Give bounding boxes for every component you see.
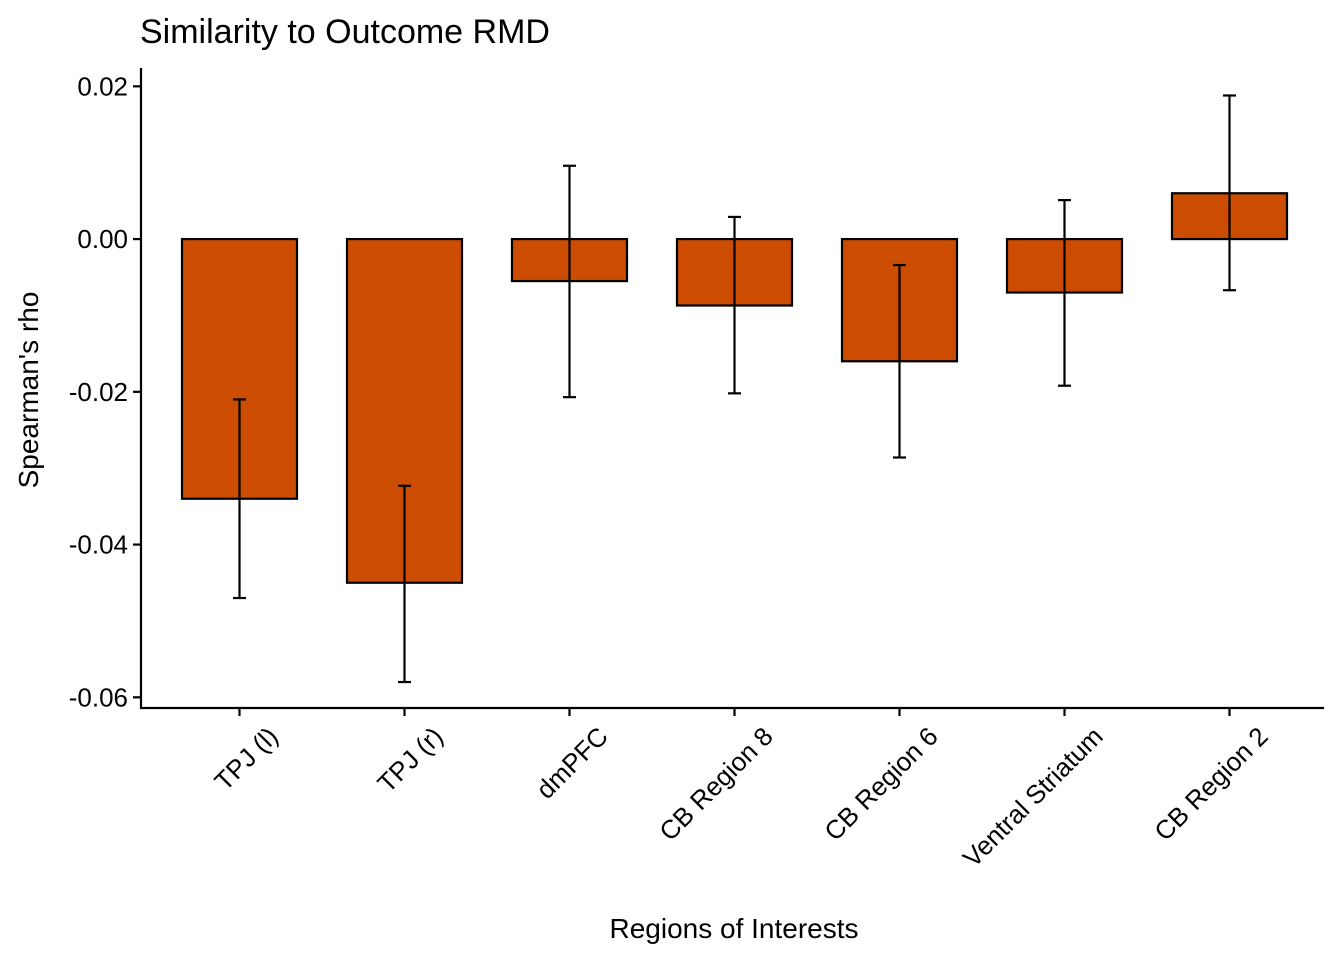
y-tick-label-4: 0.02 — [77, 71, 128, 101]
y-axis-title: Spearman's rho — [13, 292, 44, 489]
x-tick-label-1: TPJ (r) — [371, 721, 448, 798]
x-tick-label-5: Ventral Striatum — [957, 721, 1109, 873]
plot-area: -0.06 -0.04 -0.02 0.00 0.02 TPJ (l) TPJ (r) dmP… — [69, 68, 1324, 873]
y-tick-label-0: -0.06 — [69, 682, 128, 712]
x-tick-label-3: CB Region 8 — [653, 721, 778, 846]
x-tick-label-4: CB Region 6 — [818, 721, 943, 846]
y-tick-label-3: 0.00 — [77, 224, 128, 254]
x-tick-label-0: TPJ (l) — [208, 721, 283, 796]
chart-title: Similarity to Outcome RMD — [140, 13, 550, 51]
y-tick-label-2: -0.02 — [69, 377, 128, 407]
x-tick-label-6: CB Region 2 — [1148, 721, 1273, 846]
x-axis-title: Regions of Interests — [609, 913, 858, 944]
x-tick-label-2: dmPFC — [530, 721, 614, 805]
y-tick-label-1: -0.04 — [69, 530, 128, 560]
